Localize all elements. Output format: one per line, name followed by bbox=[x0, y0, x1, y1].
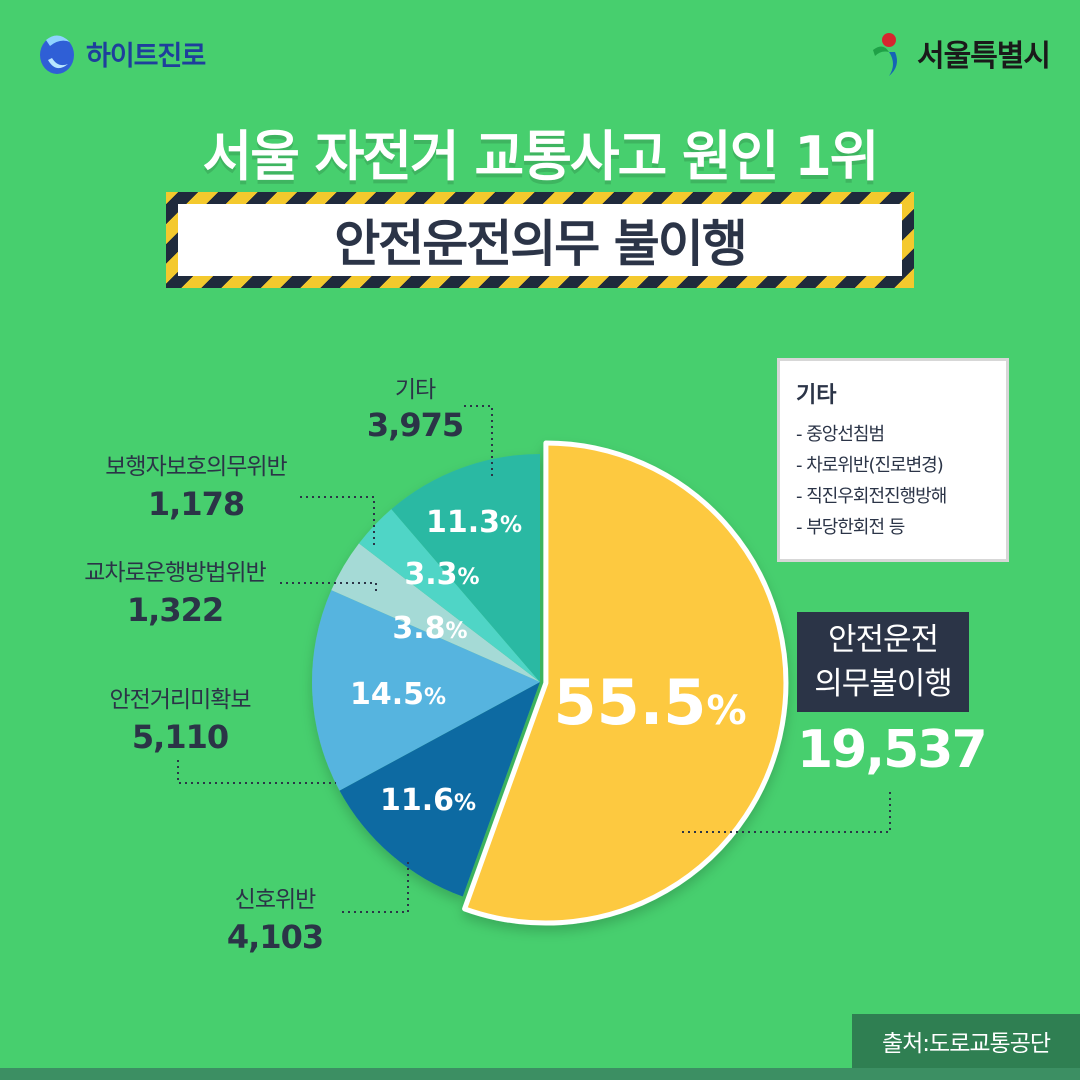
seoul-emblem-icon bbox=[873, 33, 897, 76]
hite-jinro-emblem-icon bbox=[40, 35, 74, 74]
category-signal: 신호위반 4,103 bbox=[210, 880, 340, 956]
pie-slice-1 bbox=[339, 682, 540, 897]
page-subtitle: 안전운전의무 불이행 bbox=[334, 215, 747, 273]
category-signal-name: 신호위반 bbox=[234, 887, 317, 913]
category-intersection-count: 1,322 bbox=[126, 591, 224, 629]
other-details-box: 기타 - 중앙선침범 - 차로위반(진로변경) - 직진우회전진행방해 - 부당… bbox=[777, 358, 1009, 562]
leader-lines bbox=[177, 405, 891, 913]
slice-label-distance: 14.5% bbox=[350, 677, 446, 712]
highlight-line1: 안전운전 bbox=[827, 622, 939, 658]
category-other-name: 기타 bbox=[394, 377, 436, 403]
slice-label-signal: 11.6% bbox=[380, 783, 476, 818]
pie-slice-0 bbox=[462, 440, 789, 926]
other-details-item: - 차로위반(진로변경) bbox=[796, 455, 944, 476]
category-distance: 안전거리미확보 5,110 bbox=[70, 680, 290, 756]
other-details-item: - 부당한회전 등 bbox=[796, 517, 905, 538]
category-signal-count: 4,103 bbox=[226, 918, 324, 956]
category-intersection: 교차로운행방법위반 1,322 bbox=[40, 553, 310, 629]
highlight-value: 19,537 bbox=[797, 720, 988, 780]
slice-label-other-unit: % bbox=[500, 513, 522, 538]
pie-slice-4 bbox=[358, 509, 540, 682]
other-details-item: - 중앙선침범 bbox=[796, 424, 885, 445]
logo-left-text: 하이트진로 bbox=[86, 40, 206, 72]
category-other-count: 3,975 bbox=[366, 406, 464, 444]
slice-label-other: 11.3% bbox=[426, 505, 522, 540]
leader-line-pedestrian bbox=[300, 496, 375, 546]
category-pedestrian-count: 1,178 bbox=[147, 485, 245, 523]
slice-label-other-value: 11.3 bbox=[426, 505, 500, 540]
highlight-line2: 의무불이행 bbox=[814, 666, 953, 702]
slice-label-pedestrian-value: 3.3 bbox=[404, 557, 457, 592]
slice-label-main: 55.5% bbox=[553, 666, 746, 739]
seoul-city-logo: 서울특별시 bbox=[867, 28, 1051, 78]
slice-label-pedestrian-unit: % bbox=[458, 565, 480, 590]
leader-line-main bbox=[682, 790, 891, 833]
slice-label-signal-unit: % bbox=[454, 791, 476, 816]
page-title: 서울 자전거 교통사고 원인 1위 bbox=[202, 125, 880, 188]
other-details-title: 기타 bbox=[796, 383, 837, 408]
slice-label-distance-unit: % bbox=[424, 685, 446, 710]
category-other: 기타 3,975 bbox=[340, 370, 490, 444]
leader-line-signal bbox=[342, 862, 409, 913]
slice-label-main-value: 55.5 bbox=[553, 666, 706, 739]
slice-label-pedestrian: 3.3% bbox=[404, 557, 479, 592]
leader-line-distance bbox=[177, 760, 336, 784]
source-label: 출처:도로교통공단 bbox=[852, 1014, 1080, 1068]
slice-label-intersection-value: 3.8 bbox=[392, 611, 445, 646]
slice-label-intersection-unit: % bbox=[446, 619, 468, 644]
slice-label-signal-value: 11.6 bbox=[380, 783, 454, 818]
category-distance-count: 5,110 bbox=[131, 718, 229, 756]
highlight-label-box: 안전운전 의무불이행 bbox=[797, 612, 969, 712]
pie-slice-3 bbox=[331, 543, 540, 682]
subtitle-box: 안전운전의무 불이행 bbox=[178, 204, 902, 276]
slice-label-distance-value: 14.5 bbox=[350, 677, 424, 712]
pie-slice-5 bbox=[391, 454, 540, 682]
category-intersection-name: 교차로운행방법위반 bbox=[84, 560, 266, 586]
other-details-item: - 직진우회전진행방해 bbox=[796, 486, 947, 507]
bottom-bar bbox=[0, 1068, 1080, 1080]
leader-line-intersection bbox=[280, 582, 377, 592]
pie-slice-2 bbox=[312, 590, 540, 791]
category-pedestrian-name: 보행자보호의무위반 bbox=[105, 454, 287, 480]
category-pedestrian: 보행자보호의무위반 1,178 bbox=[66, 447, 326, 523]
hazard-stripe-banner: 안전운전의무 불이행 bbox=[166, 192, 914, 288]
logo-right-text: 서울특별시 bbox=[917, 39, 1051, 74]
hite-jinro-logo: 하이트진로 bbox=[36, 30, 206, 76]
category-distance-name: 안전거리미확보 bbox=[109, 687, 251, 713]
slice-label-intersection: 3.8% bbox=[392, 611, 467, 646]
slice-label-main-unit: % bbox=[706, 688, 746, 734]
